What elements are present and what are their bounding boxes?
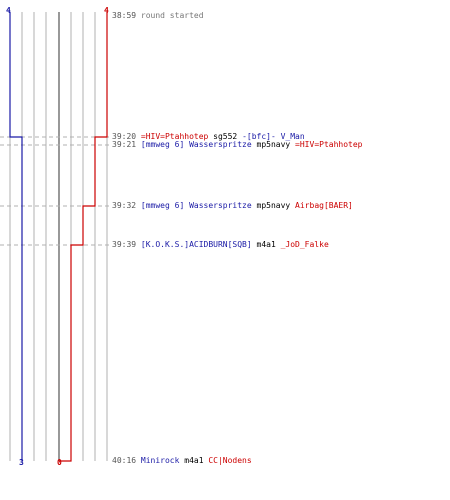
blue-player-name: Minirock [140, 456, 180, 465]
event-row: 40:16 Minirock m4a1 CC|Nodens [112, 456, 252, 466]
weapon-label: sg552 [208, 132, 243, 141]
red-player-name: _JoD_Falke [280, 240, 329, 249]
blue-start-count: 4 [6, 6, 11, 15]
event-time: 39:39 [112, 240, 141, 249]
event-markers [0, 136, 110, 246]
event-time: 39:32 [112, 201, 141, 210]
red-end-count: 0 [57, 458, 62, 467]
blue-player-name: [mmweg 6] Wasserspritze [140, 140, 252, 149]
weapon-label: mp5navy [251, 201, 296, 210]
red-player-name: =HIV=Ptahhotep [295, 140, 363, 149]
event-row: 39:20 =HIV=Ptahhotep sg552 -[bfc]- V_Man [112, 132, 305, 142]
blue-player-name: [K.O.K.S.]ACIDBURN[SQB] [140, 240, 252, 249]
event-time: 39:20 [112, 132, 141, 141]
player-grid [9, 12, 108, 461]
blue-team-alive-line [9, 12, 23, 461]
red-player-name: Airbag[BAER] [295, 201, 353, 210]
red-start-count: 4 [104, 6, 109, 15]
event-time: 38:59 [112, 11, 141, 20]
red-team-alive-line [59, 12, 108, 462]
blue-player-name: -[bfc]- V_Man [242, 132, 305, 141]
blue-player-name: [mmweg 6] Wasserspritze [140, 201, 252, 210]
event-row: 39:21 [mmweg 6] Wasserspritze mp5navy =H… [112, 140, 362, 150]
event-row: 39:39 [K.O.K.S.]ACIDBURN[SQB] m4a1 _JoD_… [112, 240, 329, 250]
red-player-name: =HIV=Ptahhotep [140, 132, 209, 141]
round-timeline [0, 12, 110, 462]
blue-end-count: 3 [19, 458, 24, 467]
event-row: 38:59 round started [112, 11, 204, 21]
event-row: 39:32 [mmweg 6] Wasserspritze mp5navy Ai… [112, 201, 353, 211]
red-player-name: CC|Nodens [208, 456, 252, 465]
weapon-label: mp5navy [251, 140, 296, 149]
event-time: 40:16 [112, 456, 141, 465]
event-label: round started [140, 11, 204, 20]
weapon-label: m4a1 [179, 456, 209, 465]
weapon-label: m4a1 [251, 240, 281, 249]
event-time: 39:21 [112, 140, 141, 149]
